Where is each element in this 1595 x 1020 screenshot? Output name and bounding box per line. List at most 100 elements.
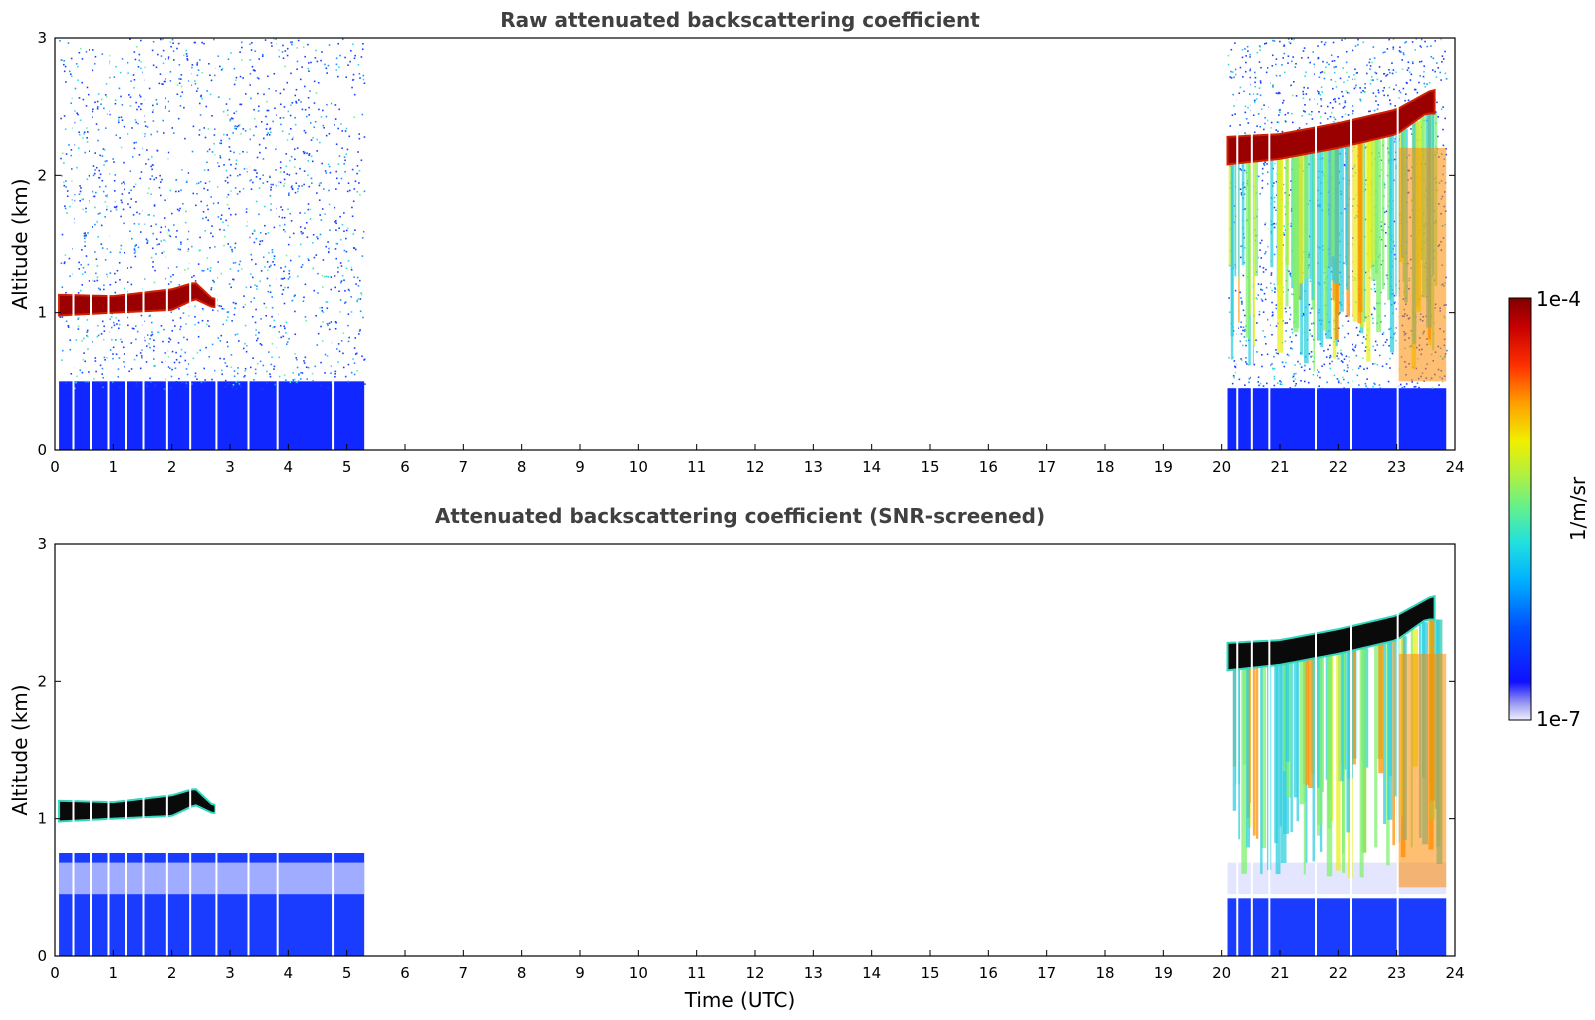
noise-speck xyxy=(348,336,350,339)
noise-speck xyxy=(290,72,292,75)
noise-speck xyxy=(1283,232,1285,234)
noise-speck xyxy=(320,219,323,221)
noise-speck xyxy=(287,110,290,113)
noise-speck xyxy=(1264,298,1267,301)
noise-speck xyxy=(154,385,156,388)
noise-speck xyxy=(315,92,318,94)
noise-speck xyxy=(1273,206,1276,209)
noise-speck xyxy=(168,337,171,340)
noise-speck xyxy=(222,221,224,224)
noise-speck xyxy=(1262,271,1265,273)
data-gap xyxy=(189,544,192,956)
noise-speck xyxy=(1291,348,1294,350)
noise-speck xyxy=(305,366,308,369)
noise-speck xyxy=(1318,111,1320,113)
noise-speck xyxy=(1375,72,1378,75)
noise-speck xyxy=(1363,368,1365,370)
noise-speck xyxy=(1310,114,1313,116)
noise-speck xyxy=(283,270,285,273)
noise-speck xyxy=(353,347,356,349)
precipitation-streak xyxy=(1336,654,1341,871)
noise-speck xyxy=(121,341,123,343)
noise-speck xyxy=(144,125,147,127)
noise-speck xyxy=(94,251,96,253)
noise-speck xyxy=(1259,80,1262,82)
noise-speck xyxy=(176,230,178,232)
noise-speck xyxy=(186,180,188,182)
noise-speck xyxy=(303,129,306,132)
noise-speck xyxy=(302,232,304,234)
noise-speck xyxy=(212,309,214,311)
noise-speck xyxy=(194,323,196,326)
data-gap xyxy=(1268,38,1271,450)
noise-speck xyxy=(88,280,91,282)
noise-speck xyxy=(269,325,272,327)
noise-speck xyxy=(154,269,156,272)
noise-speck xyxy=(137,122,139,125)
noise-speck xyxy=(1326,118,1329,120)
x-tick-label: 10 xyxy=(629,458,648,476)
noise-speck xyxy=(304,212,306,214)
noise-speck xyxy=(234,213,237,216)
noise-speck xyxy=(138,53,141,56)
noise-speck xyxy=(309,208,312,211)
noise-speck xyxy=(1372,46,1375,48)
noise-speck xyxy=(146,385,148,388)
noise-speck xyxy=(74,87,77,90)
noise-speck xyxy=(306,174,309,177)
noise-speck xyxy=(339,281,342,284)
noise-speck xyxy=(1416,382,1419,384)
noise-speck xyxy=(121,201,123,204)
noise-speck xyxy=(1384,245,1387,247)
noise-speck xyxy=(1380,225,1382,228)
noise-speck xyxy=(1239,168,1242,170)
noise-speck xyxy=(220,214,223,216)
noise-speck xyxy=(228,283,231,285)
noise-speck xyxy=(1369,82,1372,85)
data-gap xyxy=(276,38,279,450)
noise-speck xyxy=(1337,380,1340,382)
noise-speck xyxy=(81,249,83,251)
noise-speck xyxy=(299,226,302,228)
noise-speck xyxy=(1444,50,1446,53)
noise-speck xyxy=(163,328,165,331)
noise-speck xyxy=(239,103,241,106)
noise-speck xyxy=(1332,98,1335,101)
noise-speck xyxy=(307,43,309,46)
noise-speck xyxy=(264,205,266,208)
noise-speck xyxy=(203,169,206,171)
noise-speck xyxy=(1309,61,1311,64)
noise-speck xyxy=(1381,365,1384,368)
noise-speck xyxy=(164,199,166,202)
noise-speck xyxy=(1321,91,1324,93)
noise-speck xyxy=(321,51,323,53)
noise-speck xyxy=(321,306,323,309)
noise-speck xyxy=(1395,84,1398,86)
noise-speck xyxy=(1288,354,1290,357)
noise-speck xyxy=(363,190,366,193)
precipitation-streak xyxy=(1245,162,1251,338)
noise-speck xyxy=(1359,87,1361,89)
noise-speck xyxy=(1291,94,1294,97)
noise-speck xyxy=(235,127,237,130)
noise-speck xyxy=(303,360,305,362)
noise-speck xyxy=(1261,179,1264,182)
noise-speck xyxy=(1231,114,1234,116)
noise-speck xyxy=(1295,62,1297,65)
noise-speck xyxy=(1323,43,1326,46)
noise-speck xyxy=(146,126,149,128)
noise-speck xyxy=(337,42,340,45)
noise-speck xyxy=(242,77,244,79)
noise-speck xyxy=(262,256,265,258)
noise-speck xyxy=(1358,384,1360,386)
noise-speck xyxy=(1244,105,1247,108)
noise-speck xyxy=(256,156,259,159)
noise-speck xyxy=(1437,66,1440,69)
noise-speck xyxy=(313,289,316,292)
noise-speck xyxy=(217,55,219,58)
noise-speck xyxy=(135,121,138,124)
noise-speck xyxy=(1257,294,1260,296)
noise-speck xyxy=(149,377,151,380)
noise-speck xyxy=(282,44,284,47)
